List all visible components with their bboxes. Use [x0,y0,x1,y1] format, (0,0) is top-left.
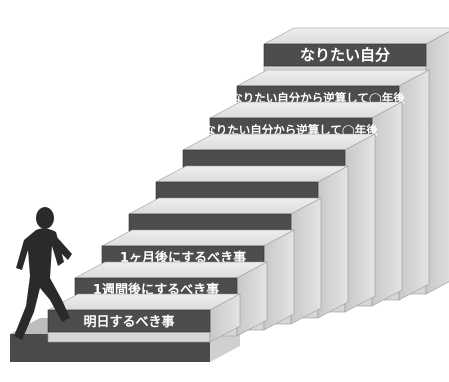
step-label: なりたい自分から逆算して◯年後 [204,123,378,137]
person-silhouette-icon [14,207,72,340]
step-label: なりたい自分から逆算して◯年後 [231,91,405,105]
step-1: 明日するべき事 [47,293,241,343]
step-label: 明日するべき事 [83,314,174,330]
step-label: なりたい自分 [300,46,390,64]
